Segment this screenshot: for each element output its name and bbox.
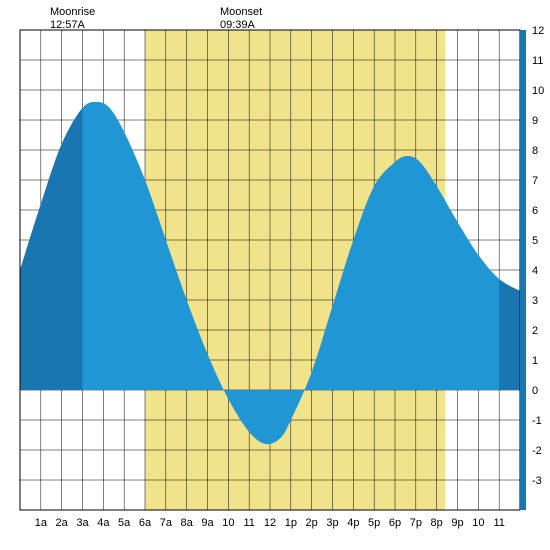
y-tick-label: 8	[532, 145, 538, 157]
x-tick-label: 3p	[326, 517, 338, 529]
x-tick-label: 10	[222, 517, 234, 529]
y-tick-label: 5	[532, 235, 538, 247]
x-tick-label: 7a	[160, 517, 173, 529]
y-tick-label: 6	[532, 205, 538, 217]
x-tick-label: 11	[243, 517, 254, 529]
x-tick-label: 8a	[181, 517, 194, 529]
x-tick-label: 6a	[139, 517, 152, 529]
y-tick-label: 2	[532, 325, 538, 337]
x-tick-label: 1a	[35, 517, 48, 529]
y-tick-label: -1	[532, 415, 542, 427]
y-tick-label: -2	[532, 445, 542, 457]
x-tick-label: 5a	[118, 517, 131, 529]
moonrise-time: 12:57A	[50, 19, 85, 31]
y-tick-label: 11	[532, 55, 543, 67]
y-tick-label: 12	[532, 25, 544, 37]
y-tick-label: 7	[532, 175, 538, 187]
x-tick-label: 7p	[410, 517, 422, 529]
moonset-label: Moonset	[220, 6, 262, 18]
x-tick-label: 9p	[451, 517, 463, 529]
x-tick-label: 3a	[76, 517, 89, 529]
moonrise-annotation: Moonrise 12:57A	[50, 6, 95, 32]
tide-chart: Moonrise 12:57A Moonset 09:39A 1a2a3a4a5…	[0, 0, 550, 550]
moonrise-label: Moonrise	[50, 6, 95, 18]
x-tick-label: 12	[264, 517, 276, 529]
x-tick-label: 8p	[431, 517, 443, 529]
y-tick-label: 10	[532, 85, 544, 97]
x-tick-label: 5p	[368, 517, 380, 529]
x-tick-label: 2p	[306, 517, 318, 529]
y-tick-label: 0	[532, 385, 538, 397]
x-tick-label: 11	[493, 517, 504, 529]
x-tick-label: 1p	[285, 517, 297, 529]
right-edge-strip	[520, 30, 526, 510]
y-tick-label: -3	[532, 475, 542, 487]
x-tick-label: 6p	[389, 517, 401, 529]
moonset-time: 09:39A	[220, 19, 255, 31]
y-tick-label: 1	[532, 355, 538, 367]
chart-svg: 1a2a3a4a5a6a7a8a9a1011121p2p3p4p5p6p7p8p…	[0, 0, 550, 550]
y-tick-label: 9	[532, 115, 538, 127]
x-tick-label: 4p	[347, 517, 359, 529]
x-tick-label: 10	[472, 517, 484, 529]
x-tick-label: 2a	[56, 517, 69, 529]
y-tick-label: 4	[532, 265, 538, 277]
moonset-annotation: Moonset 09:39A	[220, 6, 262, 32]
x-tick-label: 4a	[97, 517, 110, 529]
y-tick-label: 3	[532, 295, 538, 307]
x-tick-label: 9a	[201, 517, 214, 529]
